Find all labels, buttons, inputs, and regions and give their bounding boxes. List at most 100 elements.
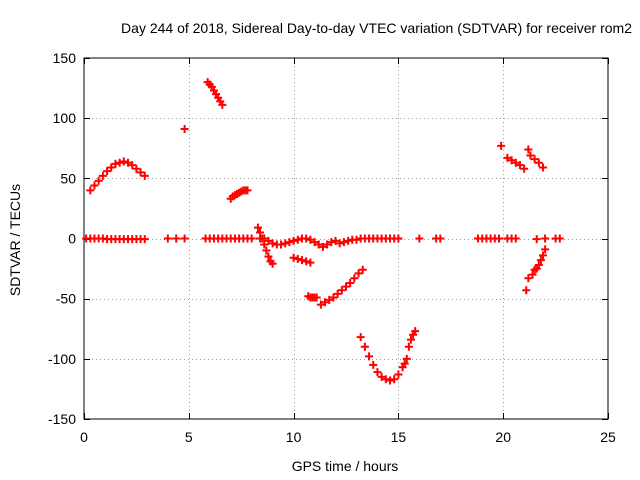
data-point <box>344 236 353 245</box>
data-point <box>325 295 334 304</box>
data-point <box>268 239 277 248</box>
data-point <box>511 158 520 167</box>
data-point <box>402 354 411 363</box>
grid <box>84 58 608 419</box>
series-cluster-e <box>304 292 321 302</box>
data-point <box>539 251 548 260</box>
data-point <box>136 168 145 177</box>
data-point <box>243 186 252 195</box>
data-point <box>522 286 531 295</box>
data-point <box>264 252 273 261</box>
series-arc-falling-k <box>524 145 548 172</box>
y-tick-label: -150 <box>48 411 76 427</box>
y-tick-label: -100 <box>48 351 76 367</box>
series-arc-falling-j <box>503 153 529 173</box>
data-point <box>526 151 535 160</box>
data-point <box>511 234 520 243</box>
data-point <box>404 342 413 351</box>
x-tick-label: 0 <box>80 429 88 445</box>
axis-ticks: 0 5 10 15 20 25 -150 -100 -50 0 50 100 150 <box>48 50 616 445</box>
y-tick-label: 50 <box>60 170 76 186</box>
series-isolated-i <box>497 141 506 150</box>
data-point <box>253 223 262 232</box>
data-point <box>140 235 149 244</box>
x-tick-label: 5 <box>185 429 193 445</box>
data-point <box>180 124 189 133</box>
data-point <box>524 145 533 154</box>
data-point <box>520 164 529 173</box>
data-point <box>495 234 504 243</box>
data-point <box>124 158 133 167</box>
data-point <box>390 375 399 384</box>
data-point <box>314 240 323 249</box>
x-tick-label: 10 <box>286 429 302 445</box>
data-point <box>268 259 277 268</box>
data-point <box>119 157 128 166</box>
series-arc-near-zero-c <box>256 234 340 251</box>
data-point <box>358 265 367 274</box>
series-isolated-near-zero-h <box>415 234 445 243</box>
data-point <box>94 176 103 185</box>
data-point <box>335 239 344 248</box>
series-arc-rise-f <box>316 265 367 309</box>
data-point <box>507 156 516 165</box>
data-point <box>346 279 355 288</box>
data-point <box>536 256 545 265</box>
data-point <box>312 293 321 302</box>
data-point <box>360 342 369 351</box>
data-point <box>356 333 365 342</box>
data-point <box>260 234 269 243</box>
data-point <box>400 359 409 368</box>
data-point <box>180 234 189 243</box>
data-point <box>411 327 420 336</box>
data-point <box>352 235 361 244</box>
data-point <box>503 153 512 162</box>
data-point <box>306 258 315 267</box>
series-arc-near-zero-i <box>474 234 564 244</box>
data-point <box>293 235 302 244</box>
data-point <box>555 234 564 243</box>
x-tick-label: 15 <box>391 429 407 445</box>
data-point <box>515 161 524 170</box>
data-point <box>128 161 137 170</box>
series-arc-near-zero-f <box>335 234 403 248</box>
data-point <box>342 282 350 291</box>
data-point <box>365 352 374 361</box>
data-point <box>337 286 346 295</box>
series-isolated-a <box>180 124 189 133</box>
data-point <box>436 234 445 243</box>
series-arc-near-zero-b <box>163 234 256 243</box>
data-point <box>333 289 342 298</box>
data-point <box>323 240 332 249</box>
data-point <box>98 171 107 180</box>
x-tick-label: 20 <box>495 429 511 445</box>
series-arc-near-zero-a <box>82 234 149 244</box>
x-tick-label: 25 <box>600 429 616 445</box>
data-point <box>302 257 311 266</box>
series-arc-bowl-g <box>356 333 407 385</box>
series-arc-rise-h <box>400 327 420 368</box>
series-arc-falling-b <box>203 78 227 109</box>
data-point <box>534 260 543 269</box>
data-point <box>264 236 273 245</box>
data-point <box>289 236 298 245</box>
data-point <box>381 375 390 384</box>
data-point <box>318 242 327 251</box>
data-point <box>297 256 306 265</box>
data-point <box>86 186 95 195</box>
data-point <box>172 234 181 243</box>
data-point <box>528 270 537 279</box>
data-point <box>289 253 298 262</box>
data-point <box>107 163 116 172</box>
data-point <box>321 298 330 307</box>
data-point <box>406 335 415 344</box>
data-point <box>497 141 506 150</box>
data-point <box>373 368 382 377</box>
data-point <box>350 274 359 283</box>
data-markers <box>82 78 564 385</box>
series-arc-rise-b <box>226 186 252 203</box>
series-arc-dip-d <box>289 253 315 267</box>
data-point <box>369 360 378 369</box>
plot-frame <box>83 57 609 420</box>
